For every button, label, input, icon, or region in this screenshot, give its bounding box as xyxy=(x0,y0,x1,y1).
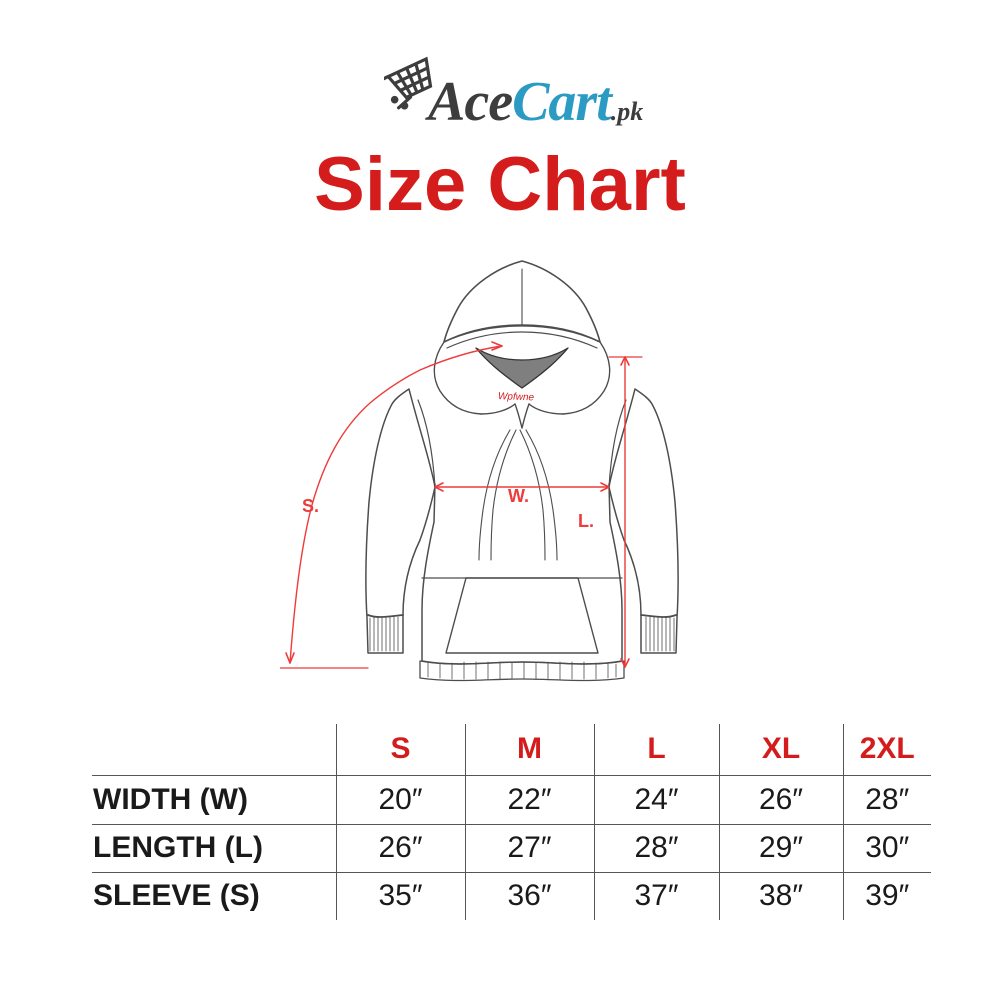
svg-text:Wpfwne: Wpfwne xyxy=(498,391,535,403)
svg-text:W.: W. xyxy=(508,486,529,506)
svg-text:S.: S. xyxy=(302,496,319,516)
svg-text:L.: L. xyxy=(578,511,594,531)
